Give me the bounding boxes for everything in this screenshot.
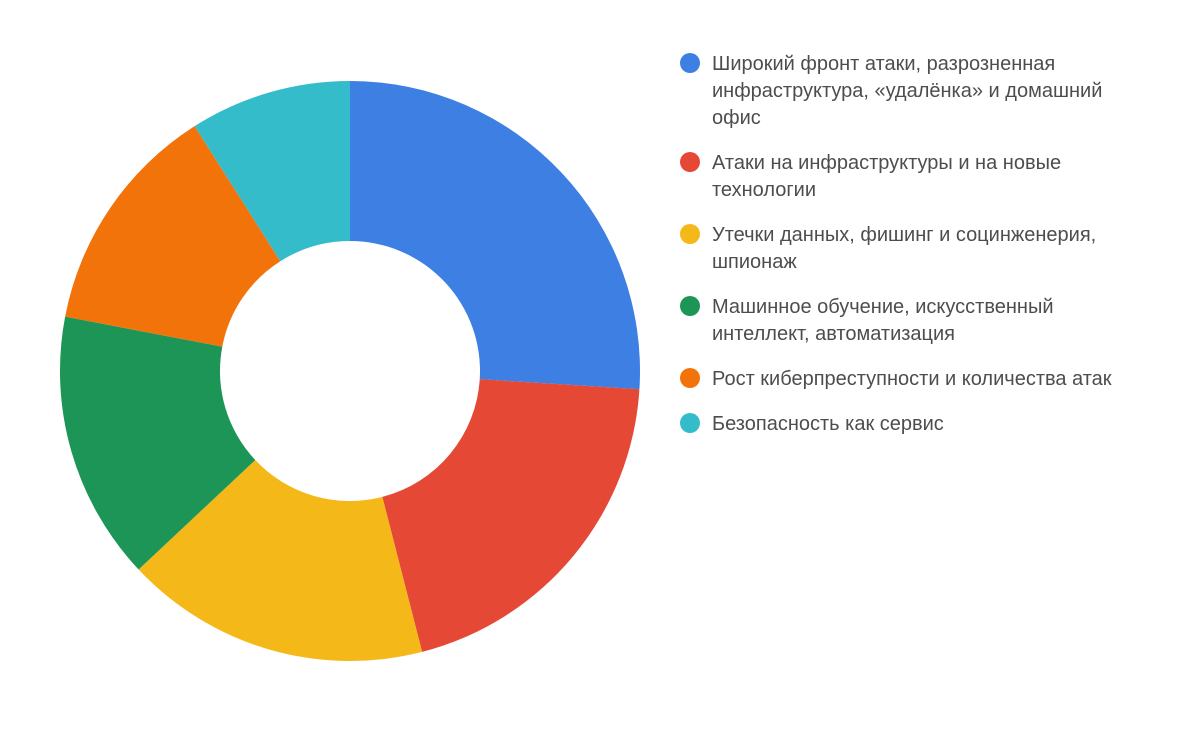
legend-swatch-2 <box>680 224 700 244</box>
legend-swatch-0 <box>680 53 700 73</box>
legend-item-0[interactable]: Широкий фронт атаки, разрозненная инфрас… <box>680 51 1120 132</box>
legend-label-0: Широкий фронт атаки, разрозненная инфрас… <box>712 51 1120 132</box>
legend-item-1[interactable]: Атаки на инфраструктуры и на новые техно… <box>680 150 1120 204</box>
legend: Широкий фронт атаки, разрозненная инфрас… <box>660 21 1160 456</box>
donut-svg <box>40 21 660 721</box>
legend-swatch-4 <box>680 368 700 388</box>
legend-swatch-3 <box>680 296 700 316</box>
chart-container: Широкий фронт атаки, разрозненная инфрас… <box>40 21 1160 721</box>
legend-item-4[interactable]: Рост киберпреступности и количества атак <box>680 366 1120 393</box>
legend-label-3: Машинное обучение, искусственный интелле… <box>712 294 1120 348</box>
legend-label-2: Утечки данных, фишинг и социнженерия, шп… <box>712 222 1120 276</box>
donut-chart <box>40 21 660 721</box>
legend-swatch-5 <box>680 413 700 433</box>
legend-item-2[interactable]: Утечки данных, фишинг и социнженерия, шп… <box>680 222 1120 276</box>
legend-swatch-1 <box>680 152 700 172</box>
donut-slice-0[interactable] <box>350 81 640 389</box>
legend-label-4: Рост киберпреступности и количества атак <box>712 366 1112 393</box>
donut-slice-1[interactable] <box>382 379 639 652</box>
legend-item-5[interactable]: Безопасность как сервис <box>680 411 1120 438</box>
legend-item-3[interactable]: Машинное обучение, искусственный интелле… <box>680 294 1120 348</box>
legend-label-5: Безопасность как сервис <box>712 411 944 438</box>
legend-label-1: Атаки на инфраструктуры и на новые техно… <box>712 150 1120 204</box>
